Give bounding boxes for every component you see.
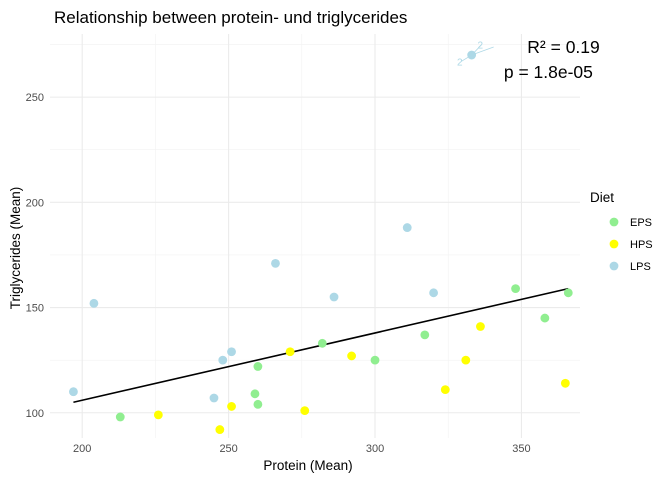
data-point-lps [218, 355, 228, 365]
data-point-lps [209, 393, 219, 403]
data-point-hps [300, 406, 310, 416]
x-tick-label: 200 [73, 443, 91, 455]
legend-label-eps: EPS [630, 217, 652, 229]
repel-label: 2 [457, 58, 463, 69]
data-point-hps [227, 402, 236, 411]
legend-key-lps [609, 261, 619, 271]
data-point-eps [253, 362, 263, 371]
data-point-eps [511, 284, 520, 294]
repel-label: 2 [478, 41, 484, 52]
data-point-hps [440, 385, 450, 395]
repel-segment [471, 44, 482, 56]
data-point-eps [540, 313, 550, 323]
grid-minor [50, 34, 580, 438]
data-point-lps [429, 288, 438, 298]
data-point-hps [215, 425, 225, 434]
data-point-lps [271, 258, 280, 268]
data-point-lps [69, 387, 78, 397]
tick-labels: 200 250 300 350 100 150 200 250 [26, 92, 531, 455]
x-tick-label: 350 [512, 443, 530, 455]
x-tick-label: 300 [366, 443, 384, 455]
data-point-hps [461, 355, 471, 365]
data-points [69, 50, 573, 434]
legend: Diet EPS HPS LPS [590, 190, 653, 273]
legend-key-eps [609, 217, 619, 227]
chart-title: Relationship between protein- und trigly… [54, 8, 407, 27]
data-point-hps [476, 322, 485, 331]
x-axis-title: Protein (Mean) [263, 458, 352, 473]
data-point-eps [370, 355, 380, 365]
data-point-hps [285, 347, 295, 357]
grid-major [50, 34, 580, 438]
repel-labels: 22 [457, 41, 494, 69]
stat-annotations: R² = 0.19 p = 1.8e-05 [504, 37, 600, 82]
legend-label-lps: LPS [630, 261, 651, 273]
x-tick-label: 250 [219, 443, 237, 455]
data-point-eps [420, 330, 430, 340]
legend-title: Diet [590, 190, 614, 205]
legend-label-hps: HPS [630, 239, 653, 251]
data-point-hps [560, 378, 570, 388]
data-point-eps [115, 412, 125, 422]
data-point-lps [89, 298, 99, 308]
data-point-eps [563, 288, 573, 298]
data-point-hps [347, 351, 357, 361]
data-point-lps [329, 292, 339, 302]
y-axis-title: Triglycerides (Mean) [8, 187, 23, 310]
data-point-eps [253, 399, 263, 409]
r-squared-annotation: R² = 0.19 [527, 37, 599, 57]
y-tick-label: 100 [26, 408, 44, 420]
data-point-lps [402, 223, 412, 232]
y-tick-label: 200 [26, 197, 44, 209]
legend-key-hps [609, 239, 619, 249]
repel-segment [460, 54, 472, 62]
data-point-eps [250, 389, 260, 399]
y-tick-label: 250 [26, 92, 44, 104]
p-value-annotation: p = 1.8e-05 [504, 62, 593, 82]
data-point-lps [227, 347, 236, 357]
repel-segment [471, 46, 494, 56]
data-point-eps [317, 338, 327, 348]
y-tick-label: 150 [26, 303, 44, 315]
data-point-hps [153, 410, 163, 420]
